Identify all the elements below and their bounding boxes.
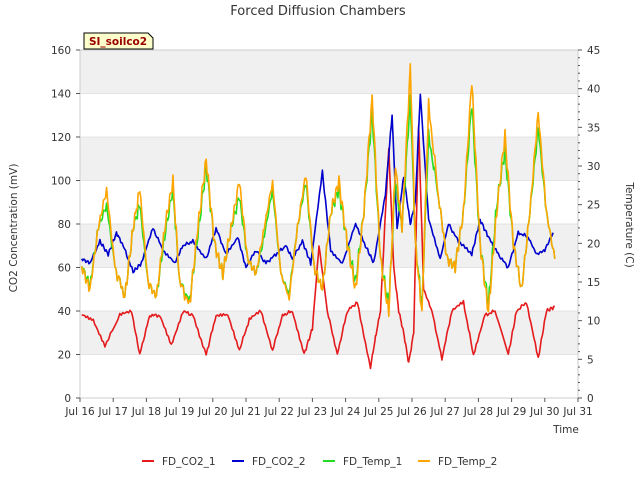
- y-right-tick-label: 15: [587, 277, 600, 289]
- x-tick-label: Jul 31: [562, 406, 592, 418]
- background-bands: [80, 50, 578, 355]
- y-right-tick-label: 0: [587, 393, 594, 405]
- series-line-fd-co2-1: [81, 125, 556, 370]
- background-band: [80, 137, 578, 181]
- y-left-tick-label: 140: [51, 89, 71, 101]
- y-axis-left: 0 20 40 60 80 100 120 140 160: [51, 45, 80, 405]
- x-tick-label: Jul 19: [164, 406, 194, 418]
- chart-title: Forced Diffusion Chambers: [230, 4, 406, 19]
- x-tick-label: Jul 16: [64, 406, 95, 418]
- legend-label: FD_Temp_1: [343, 456, 402, 468]
- legend-label: FD_CO2_1: [162, 456, 216, 468]
- y-axis-left-label: CO2 Concentration (mV): [8, 164, 20, 293]
- series-line-fd-co2-2: [80, 93, 554, 274]
- y-right-tick-label: 40: [587, 84, 600, 96]
- y-left-tick-label: 0: [64, 393, 71, 405]
- x-tick-label: Jul 28: [463, 406, 493, 418]
- x-tick-label: Jul 18: [131, 406, 161, 418]
- y-right-tick-label: 20: [587, 238, 600, 250]
- y-left-tick-label: 40: [58, 306, 71, 318]
- site-label-badge: SI_soilco2: [83, 32, 154, 50]
- y-left-tick-label: 60: [58, 263, 71, 275]
- x-tick-label: Jul 26: [396, 406, 427, 418]
- y-right-tick-label: 25: [587, 200, 600, 212]
- y-right-tick-label: 35: [587, 122, 600, 134]
- y-right-tick-label: 5: [587, 354, 594, 366]
- y-right-tick-label: 45: [587, 45, 600, 57]
- x-axis: Jul 16 Jul 17 Jul 18 Jul 19 Jul 20 Jul 21 Jul …: [64, 398, 593, 418]
- y-left-tick-label: 80: [58, 219, 71, 231]
- y-left-tick-label: 160: [51, 45, 71, 57]
- x-tick-label: Jul 29: [496, 406, 526, 418]
- y-left-tick-label: 20: [58, 350, 71, 362]
- y-right-tick-label: 10: [587, 316, 600, 328]
- x-tick-label: Jul 23: [297, 406, 327, 418]
- y-right-tick-label: 30: [587, 161, 600, 173]
- site-label-text: SI_soilco2: [89, 36, 147, 48]
- y-left-tick-label: 120: [51, 132, 71, 144]
- x-tick-label: Jul 21: [230, 406, 260, 418]
- x-axis-label: Time: [552, 424, 579, 436]
- background-band: [80, 50, 578, 94]
- legend-label: FD_Temp_2: [438, 456, 497, 468]
- x-tick-label: Jul 30: [529, 406, 559, 418]
- y-left-tick-label: 100: [51, 176, 71, 188]
- x-tick-label: Jul 27: [430, 406, 460, 418]
- x-tick-label: Jul 22: [264, 406, 294, 418]
- y-axis-right-label: Temperature (C): [623, 181, 635, 267]
- x-tick-label: Jul 24: [330, 406, 361, 418]
- legend: FD_CO2_1 FD_CO2_2 FD_Temp_1 FD_Temp_2: [142, 456, 497, 468]
- gridlines: [80, 49, 578, 399]
- x-tick-label: Jul 25: [363, 406, 393, 418]
- series-line-fd-temp-2: [80, 62, 556, 318]
- legend-label: FD_CO2_2: [252, 456, 306, 468]
- x-tick-label: Jul 20: [197, 406, 227, 418]
- y-axis-right: 0 5 10 15 20 25 30 35 40 45: [578, 45, 600, 405]
- plot-area: [80, 62, 556, 370]
- x-tick-label: Jul 17: [98, 406, 128, 418]
